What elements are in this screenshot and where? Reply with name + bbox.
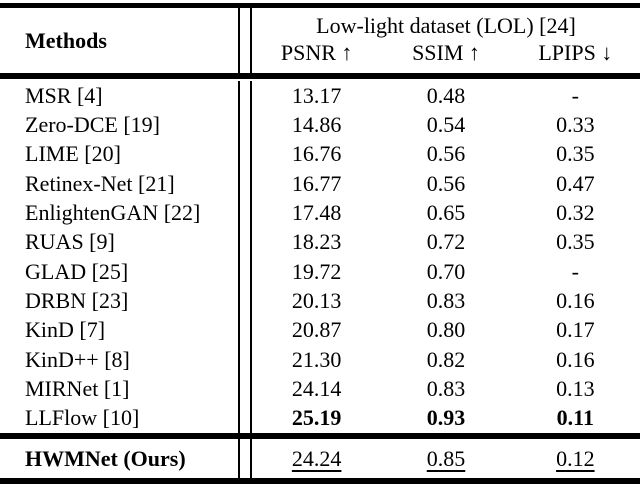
lpips-column-header: LPIPS ↓ bbox=[538, 40, 613, 65]
method-cell: RUAS [9] bbox=[25, 229, 115, 255]
double-vertical-rule bbox=[238, 168, 252, 199]
lpips-cell: 0.35 bbox=[556, 229, 595, 255]
double-vertical-rule bbox=[238, 344, 252, 375]
double-vertical-rule bbox=[238, 256, 252, 287]
table-footer-row: HWMNet (Ours) 24.24 0.85 0.12 bbox=[0, 439, 640, 478]
double-vertical-rule bbox=[238, 81, 252, 111]
lpips-cell: 0.32 bbox=[556, 199, 595, 225]
ssim-cell: 0.48 bbox=[426, 82, 466, 108]
psnr-cell: 21.30 bbox=[291, 346, 342, 372]
method-cell: GLAD [25] bbox=[25, 258, 129, 284]
header-rule bbox=[0, 73, 640, 79]
table-row: LIME [20] 16.76 0.56 0.35 bbox=[0, 139, 640, 169]
double-vertical-rule bbox=[238, 110, 252, 140]
double-vertical-rule bbox=[238, 315, 252, 345]
psnr-cell: 25.19 bbox=[291, 405, 342, 431]
table-header-row: Methods Low-light dataset (LOL) [24] PSN… bbox=[0, 8, 640, 73]
psnr-cell: 16.77 bbox=[291, 170, 342, 196]
psnr-cell: 24.14 bbox=[291, 375, 342, 401]
metrics-header: Low-light dataset (LOL) [24] PSNR ↑ SSIM… bbox=[252, 8, 640, 73]
ours-psnr-cell: 24.24 bbox=[252, 439, 381, 478]
double-vertical-rule bbox=[238, 227, 252, 257]
ssim-cell: 0.83 bbox=[426, 287, 466, 313]
table-row: RUAS [9] 18.23 0.72 0.35 bbox=[0, 227, 640, 257]
method-cell: KinD [7] bbox=[25, 317, 106, 343]
psnr-cell: 14.86 bbox=[291, 111, 342, 137]
ssim-column-header: SSIM ↑ bbox=[412, 40, 480, 65]
ssim-cell: 0.54 bbox=[426, 111, 466, 137]
ssim-cell: 0.56 bbox=[426, 170, 466, 196]
method-cell: EnlightenGAN [22] bbox=[25, 199, 201, 225]
double-vertical-rule bbox=[238, 286, 252, 316]
table-row: Retinex-Net [21] 16.77 0.56 0.47 bbox=[0, 168, 640, 199]
ours-ssim-cell: 0.85 bbox=[381, 439, 510, 478]
ssim-cell: 0.70 bbox=[426, 258, 466, 284]
psnr-cell: 20.87 bbox=[291, 317, 342, 343]
lpips-cell: - bbox=[571, 82, 579, 108]
table-row: GLAD [25] 19.72 0.70 - bbox=[0, 256, 640, 287]
double-vertical-rule bbox=[238, 403, 252, 433]
double-vertical-rule bbox=[238, 374, 252, 404]
method-cell: KinD++ [8] bbox=[25, 346, 130, 372]
table-row: EnlightenGAN [22] 17.48 0.65 0.32 bbox=[0, 198, 640, 228]
ssim-cell: 0.65 bbox=[426, 199, 466, 225]
psnr-cell: 19.72 bbox=[291, 258, 342, 284]
lpips-cell: - bbox=[571, 258, 579, 284]
lpips-cell: 0.16 bbox=[556, 346, 595, 372]
ssim-cell: 0.56 bbox=[426, 141, 466, 167]
method-cell: Retinex-Net [21] bbox=[25, 170, 175, 196]
double-vertical-rule bbox=[238, 8, 252, 73]
underlined-value: 24.24 bbox=[291, 445, 342, 471]
psnr-cell: 17.48 bbox=[291, 199, 342, 225]
lpips-cell: 0.47 bbox=[556, 170, 595, 196]
table-row: MIRNet [1] 24.14 0.83 0.13 bbox=[0, 374, 640, 404]
double-vertical-rule bbox=[238, 198, 252, 228]
lpips-cell: 0.35 bbox=[556, 141, 595, 167]
method-cell: MIRNet [1] bbox=[25, 375, 130, 401]
ssim-cell: 0.82 bbox=[426, 346, 466, 372]
methods-header-cell: Methods bbox=[25, 27, 107, 53]
lpips-cell: 0.17 bbox=[556, 317, 595, 343]
table-row: KinD++ [8] 21.30 0.82 0.16 bbox=[0, 344, 640, 375]
psnr-cell: 18.23 bbox=[291, 229, 342, 255]
table-body: MSR [4] 13.17 0.48 - Zero-DCE [19] 14.86… bbox=[0, 79, 640, 433]
method-cell: MSR [4] bbox=[25, 82, 103, 108]
psnr-cell: 20.13 bbox=[291, 287, 342, 313]
ssim-cell: 0.93 bbox=[426, 405, 466, 431]
underlined-value: 0.85 bbox=[426, 445, 466, 471]
ssim-cell: 0.72 bbox=[426, 229, 466, 255]
dataset-group-header: Low-light dataset (LOL) [24] bbox=[316, 13, 576, 38]
method-cell: LIME [20] bbox=[25, 141, 121, 167]
table-row: DRBN [23] 20.13 0.83 0.16 bbox=[0, 286, 640, 316]
top-rule bbox=[0, 3, 640, 8]
underlined-value: 0.12 bbox=[556, 445, 595, 471]
ssim-cell: 0.83 bbox=[426, 375, 466, 401]
table-row: MSR [4] 13.17 0.48 - bbox=[0, 81, 640, 111]
method-cell: Zero-DCE [19] bbox=[25, 111, 161, 137]
ssim-cell: 0.80 bbox=[426, 317, 466, 343]
double-vertical-rule bbox=[238, 439, 252, 478]
double-vertical-rule bbox=[238, 139, 252, 169]
bottom-rule bbox=[0, 478, 640, 484]
lpips-cell: 0.16 bbox=[556, 287, 595, 313]
lpips-cell: 0.33 bbox=[556, 111, 595, 137]
table-row: KinD [7] 20.87 0.80 0.17 bbox=[0, 315, 640, 345]
psnr-cell: 13.17 bbox=[291, 82, 342, 108]
method-cell: DRBN [23] bbox=[25, 287, 129, 313]
table-row-best: LLFlow [10] 25.19 0.93 0.11 bbox=[0, 403, 640, 433]
table-row: Zero-DCE [19] 14.86 0.54 0.33 bbox=[0, 110, 640, 140]
method-cell: LLFlow [10] bbox=[25, 405, 140, 431]
lpips-cell: 0.13 bbox=[556, 375, 595, 401]
footer-rule bbox=[0, 433, 640, 439]
ours-lpips-cell: 0.12 bbox=[511, 439, 640, 478]
ours-method-cell: HWMNet (Ours) bbox=[25, 445, 186, 471]
psnr-column-header: PSNR ↑ bbox=[280, 40, 353, 65]
metric-column-headers: PSNR ↑ SSIM ↑ LPIPS ↓ bbox=[252, 40, 640, 66]
psnr-cell: 16.76 bbox=[291, 141, 342, 167]
lpips-cell: 0.11 bbox=[556, 405, 594, 431]
